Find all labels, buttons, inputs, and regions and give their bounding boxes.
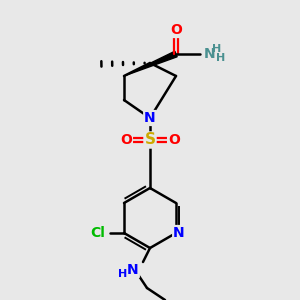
Text: S: S <box>145 133 155 148</box>
Text: O: O <box>120 133 132 147</box>
Text: H: H <box>212 44 221 54</box>
Text: N: N <box>127 263 139 277</box>
Text: O: O <box>170 23 182 37</box>
Text: Cl: Cl <box>91 226 106 240</box>
Text: H: H <box>118 269 127 279</box>
Polygon shape <box>124 51 177 76</box>
Text: N: N <box>173 226 185 240</box>
Text: N: N <box>204 47 216 61</box>
Text: N: N <box>144 111 156 125</box>
Text: O: O <box>168 133 180 147</box>
Text: H: H <box>216 53 225 63</box>
